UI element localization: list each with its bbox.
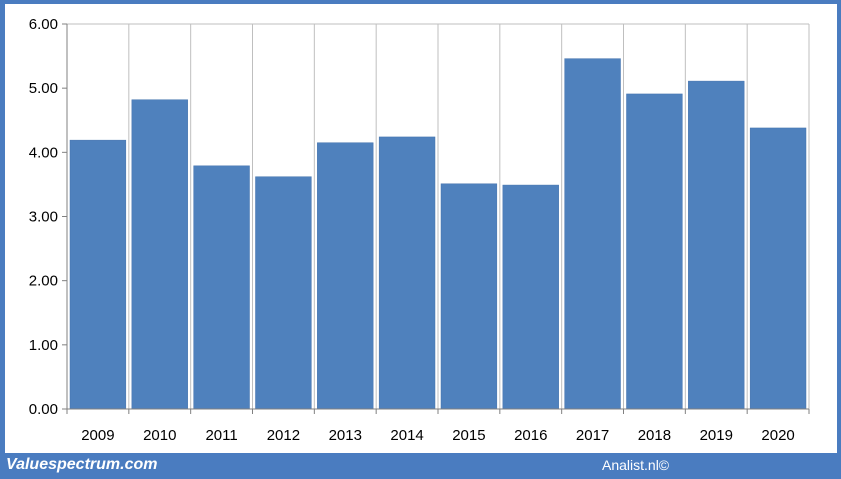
- axis-layer: [62, 23, 810, 414]
- x-tick-label: 2016: [514, 427, 547, 444]
- bar-2018: [626, 93, 683, 410]
- x-tick-label: 2015: [452, 427, 485, 444]
- source-watermark: Valuespectrum.com: [6, 456, 158, 473]
- bar-2009: [69, 139, 127, 410]
- y-tick-label: 6.00: [29, 16, 58, 33]
- bar-2016: [502, 184, 559, 410]
- y-tick-label: 1.00: [29, 337, 58, 354]
- copyright-label: Analist.nl©: [602, 457, 670, 473]
- x-tick-label: 2012: [267, 427, 300, 444]
- y-tick-labels: 0.00 1.00 2.00 3.00 4.00 5.00 6.00: [29, 16, 58, 418]
- bar-2019: [688, 80, 745, 410]
- x-tick-label: 2013: [329, 427, 362, 444]
- bars-layer: [69, 58, 807, 410]
- y-tick-label: 2.00: [29, 273, 58, 290]
- x-tick-label: 2017: [576, 427, 609, 444]
- x-tick-label: 2010: [143, 427, 176, 444]
- chart-panel: 0.00 1.00 2.00 3.00 4.00 5.00 6.00 2009 2010 201…: [5, 4, 837, 453]
- x-tick-label: 2009: [81, 427, 114, 444]
- y-tick-label: 3.00: [29, 209, 58, 226]
- bar-2014: [378, 136, 436, 410]
- bar-chart: 0.00 1.00 2.00 3.00 4.00 5.00 6.00 2009 2010 201…: [29, 16, 810, 444]
- bar-2013: [317, 142, 374, 410]
- y-tick-label: 4.00: [29, 144, 58, 161]
- x-tick-label: 2019: [700, 427, 733, 444]
- y-tick-label: 0.00: [29, 401, 58, 418]
- x-tick-label: 2014: [390, 427, 423, 444]
- bar-2011: [193, 165, 250, 410]
- grid-layer: [67, 23, 810, 409]
- bar-2015: [440, 183, 498, 410]
- x-tick-label: 2020: [761, 427, 794, 444]
- x-tick-label: 2011: [205, 427, 237, 444]
- bar-2012: [255, 176, 312, 410]
- bar-2017: [564, 58, 621, 410]
- y-tick-label: 5.00: [29, 80, 58, 97]
- x-tick-labels: 2009 2010 2011 2012 2013 2014 2015 2016 2017 2018…: [81, 427, 795, 444]
- bar-2020: [749, 127, 807, 410]
- bar-2010: [131, 99, 188, 410]
- x-tick-label: 2018: [638, 427, 671, 444]
